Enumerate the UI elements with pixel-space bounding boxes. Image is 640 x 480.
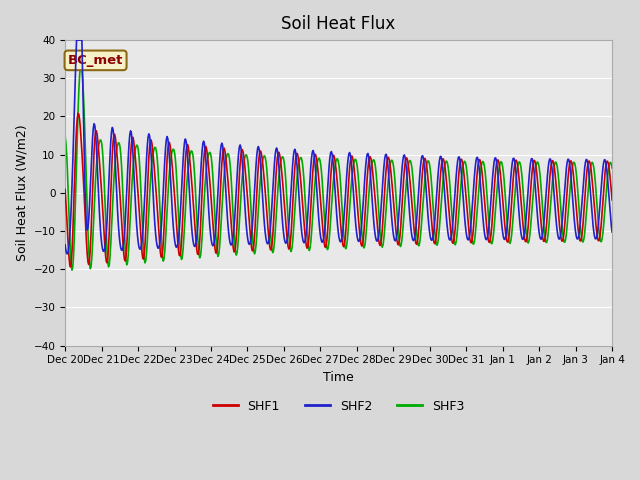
SHF3 (77, 62, 85, 68)
SHF3 (68, 267, 76, 273)
SHF1 (72, 141, 79, 146)
SHF3 (608, 165, 616, 171)
Line: SHF2: SHF2 (65, 40, 612, 254)
SHF1 (184, 144, 192, 150)
SHF2 (63, 251, 71, 257)
SHF3 (184, 163, 192, 168)
SHF3 (406, 158, 414, 164)
X-axis label: Time: Time (323, 371, 354, 384)
SHF2 (61, 242, 69, 248)
SHF2 (608, 229, 616, 235)
SHF1 (406, 184, 414, 190)
Text: BC_met: BC_met (68, 54, 124, 67)
SHF3 (72, 186, 79, 192)
SHF2 (422, 192, 430, 197)
SHF1 (61, 187, 69, 192)
SHF2 (184, 169, 192, 175)
SHF2 (129, 149, 137, 155)
SHF1 (608, 197, 616, 203)
SHF3 (61, 133, 69, 139)
SHF3 (422, 163, 430, 169)
SHF1 (129, 134, 137, 140)
SHF2 (72, 58, 79, 64)
SHF2 (406, 221, 414, 227)
Legend: SHF1, SHF2, SHF3: SHF1, SHF2, SHF3 (207, 395, 470, 418)
SHF1 (67, 264, 74, 270)
SHF2 (214, 202, 221, 208)
SHF1 (422, 162, 430, 168)
SHF1 (214, 245, 221, 251)
Line: SHF3: SHF3 (65, 65, 612, 270)
SHF3 (214, 251, 221, 256)
Y-axis label: Soil Heat Flux (W/m2): Soil Heat Flux (W/m2) (15, 124, 28, 261)
SHF3 (129, 168, 137, 173)
Title: Soil Heat Flux: Soil Heat Flux (282, 15, 396, 33)
SHF1 (74, 110, 82, 116)
SHF2 (73, 37, 81, 43)
Line: SHF1: SHF1 (65, 113, 612, 267)
